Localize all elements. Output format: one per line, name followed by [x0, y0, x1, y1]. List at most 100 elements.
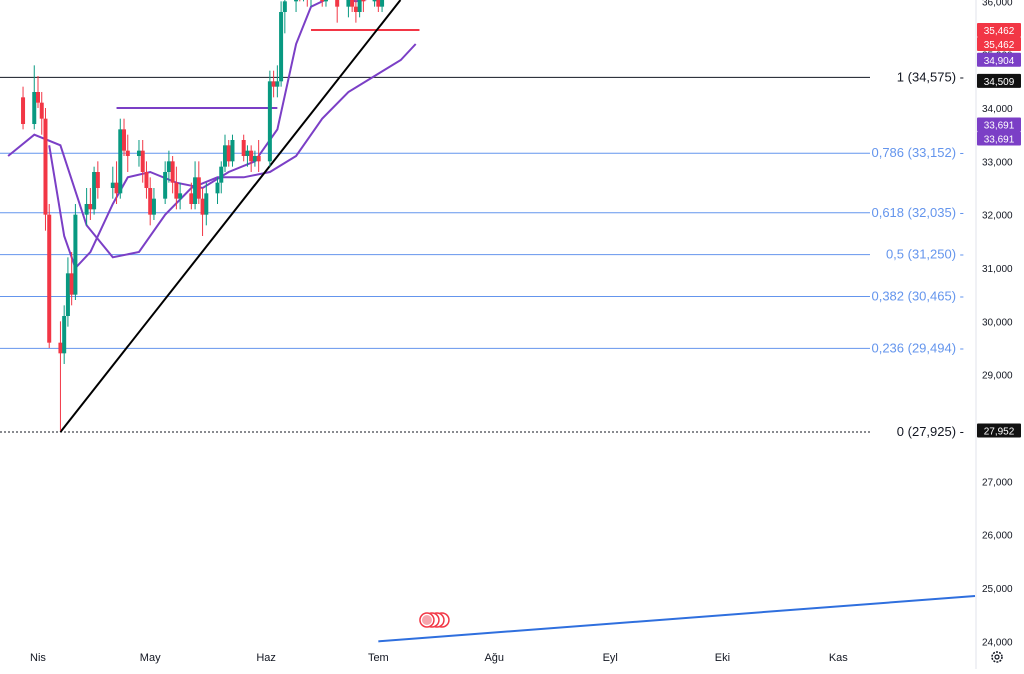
candle-body: [58, 342, 63, 354]
candle-body: [148, 188, 153, 215]
candle[interactable]: [350, 0, 355, 13]
candle-body: [118, 129, 123, 194]
candle[interactable]: [174, 166, 179, 210]
candle[interactable]: [275, 65, 280, 98]
candle[interactable]: [32, 65, 37, 130]
candle[interactable]: [92, 166, 97, 215]
candle[interactable]: [73, 204, 78, 301]
gear-icon[interactable]: [991, 651, 1003, 663]
price-tick-label: 24,000: [982, 637, 1013, 648]
candle[interactable]: [335, 0, 340, 23]
candle[interactable]: [58, 321, 63, 431]
candle-body: [346, 0, 351, 7]
candle[interactable]: [193, 161, 198, 210]
candle-body: [62, 316, 67, 354]
candle[interactable]: [361, 0, 366, 13]
candle[interactable]: [294, 0, 299, 13]
candle[interactable]: [189, 182, 194, 210]
candle[interactable]: [252, 150, 257, 167]
candle[interactable]: [84, 188, 89, 226]
sma-short-line[interactable]: [48, 0, 412, 270]
candle-body: [88, 204, 93, 210]
candle[interactable]: [166, 150, 171, 183]
candle[interactable]: [122, 118, 127, 157]
candle[interactable]: [298, 0, 302, 2]
candle[interactable]: [36, 76, 40, 109]
candle[interactable]: [170, 156, 175, 194]
price-badge: [977, 73, 1021, 88]
candle[interactable]: [249, 145, 254, 173]
time-tick-label: Ağu: [484, 652, 504, 664]
candle[interactable]: [282, 0, 287, 34]
candle-body: [376, 0, 381, 7]
candle[interactable]: [196, 161, 201, 205]
candle[interactable]: [114, 161, 119, 205]
candle-body: [252, 156, 257, 162]
candle-body: [222, 145, 227, 167]
candle-body: [122, 129, 127, 151]
candle[interactable]: [178, 182, 183, 210]
time-tick-label: Eki: [715, 652, 730, 664]
candle[interactable]: [346, 0, 351, 18]
candle[interactable]: [309, 0, 313, 7]
candle[interactable]: [267, 70, 272, 167]
candle[interactable]: [110, 166, 115, 199]
candle[interactable]: [43, 108, 48, 231]
candle-body: [323, 0, 328, 2]
candle-body: [73, 214, 78, 295]
candle[interactable]: [136, 140, 141, 167]
candle[interactable]: [118, 118, 123, 199]
candle-body: [189, 193, 194, 205]
candle[interactable]: [62, 305, 67, 365]
sma-long-line[interactable]: [7, 43, 417, 259]
candle[interactable]: [353, 0, 358, 23]
candle[interactable]: [95, 161, 100, 199]
price-badge: [977, 23, 1021, 38]
price-badge-label: 35,462: [984, 40, 1015, 51]
candle[interactable]: [88, 188, 93, 221]
candle[interactable]: [39, 92, 44, 135]
candle[interactable]: [241, 134, 246, 162]
candle[interactable]: [215, 177, 220, 205]
candle[interactable]: [200, 188, 205, 237]
candle[interactable]: [305, 0, 309, 7]
candle[interactable]: [302, 0, 306, 2]
candle[interactable]: [372, 0, 377, 7]
candle-body: [245, 150, 250, 157]
candle[interactable]: [376, 0, 381, 13]
candle[interactable]: [163, 161, 168, 205]
candle[interactable]: [323, 0, 328, 7]
candle[interactable]: [357, 0, 362, 18]
candle[interactable]: [140, 140, 145, 183]
candle[interactable]: [256, 140, 261, 173]
candle[interactable]: [65, 257, 70, 327]
candle[interactable]: [125, 134, 130, 173]
candle-body: [110, 182, 115, 189]
candle[interactable]: [279, 1, 284, 87]
candle-body: [125, 150, 130, 157]
candle[interactable]: [271, 70, 276, 98]
candle-body: [193, 177, 198, 205]
candle[interactable]: [69, 252, 74, 306]
candle[interactable]: [148, 177, 153, 226]
candle[interactable]: [230, 134, 235, 167]
price-tick-label: 36,000: [982, 0, 1013, 8]
lower-trendline[interactable]: [378, 595, 976, 643]
candle-body: [320, 0, 325, 2]
candle[interactable]: [226, 140, 231, 167]
candle[interactable]: [204, 182, 209, 226]
candle[interactable]: [47, 204, 52, 349]
candle[interactable]: [222, 134, 227, 173]
candle[interactable]: [320, 0, 325, 7]
fib-label-1: 1 (34,575) -: [897, 69, 964, 84]
candle[interactable]: [219, 161, 224, 194]
candle[interactable]: [380, 0, 385, 13]
ascending-trendline[interactable]: [59, 0, 402, 433]
price-badge: [977, 131, 1021, 146]
candle[interactable]: [245, 145, 250, 167]
candle-body: [47, 214, 52, 343]
candle[interactable]: [144, 161, 149, 199]
candle[interactable]: [151, 188, 156, 221]
candle[interactable]: [21, 86, 26, 130]
